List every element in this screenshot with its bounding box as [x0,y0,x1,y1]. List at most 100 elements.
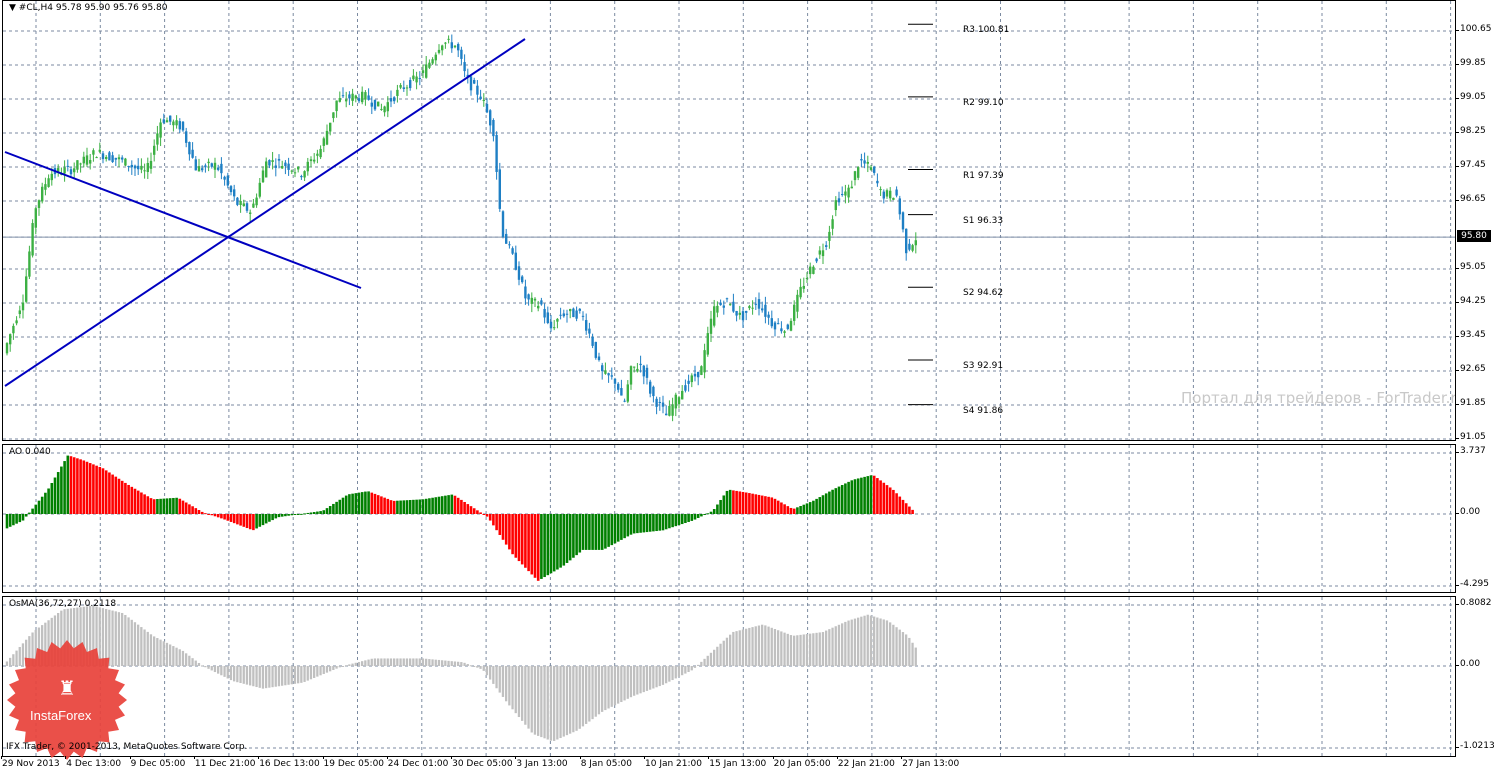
ao-bar [399,500,402,514]
ao-bar [661,514,665,531]
candle-bull [729,304,732,306]
symbol-menu-caret[interactable]: ▼ [9,3,16,13]
osma-indicator-pane[interactable]: OsMA(36,72,27) 0.2118 [2,596,1456,757]
osma-bar [361,661,364,666]
ao-bar [296,514,300,515]
ao-indicator-pane[interactable]: AO 0.040 [2,444,1456,593]
time-tick: 3 Jan 13:00 [515,756,568,769]
osma-bar [578,666,581,729]
osma-bar [738,630,741,666]
osma-bar [258,666,261,688]
candle-bull [434,54,437,61]
ao-bar [328,506,332,514]
candle-bear [575,310,578,319]
ao-bar [645,514,649,533]
ao-bar [684,514,687,524]
ao-bar [652,514,655,532]
ao-bar [677,514,681,526]
candle-bear [463,62,466,72]
candle-bull [293,172,297,174]
price-axis[interactable]: 100.65 99.85 99.05 98.25 97.45 96.65 95.05 94.2… [1455,0,1495,442]
osma-bar [629,666,633,698]
osma-bar [223,666,226,677]
candle-bull [5,343,9,354]
price-chart-pane[interactable]: ▼ #CL,H4 95.78 95.90 95.76 95.80 R3 100.… [2,0,1456,441]
ao-bar [376,495,380,514]
ao-bar [901,499,905,514]
osma-bar [786,633,789,666]
ao-bar [584,514,588,550]
candle-bull [716,305,719,313]
osma-bar [21,643,25,666]
candle-bear [597,356,601,361]
candle-bull [149,160,153,169]
ao-bar [396,500,399,514]
osma-bar [245,666,249,685]
osma-bar [165,642,169,666]
ao-bar [280,514,284,517]
candle-bear [876,180,879,184]
candle-bear [178,121,181,130]
ao-bar [412,499,415,514]
ao-bar [642,514,646,533]
ao-bar [460,499,463,514]
osma-bar [783,632,786,666]
ao-bar [767,496,770,514]
ao-bar [568,514,572,561]
osma-bar [684,666,687,674]
osma-bar [485,666,489,676]
ao-tick: 3.737 [1455,446,1486,456]
ao-bar [853,479,857,514]
ao-bar [632,514,636,534]
ao-bar [536,514,540,581]
time-axis: 29 Nov 2013 4 Dec 13:00 9 Dec 05:00 11 Dec … [0,756,1456,773]
ao-bar [12,514,15,526]
candle-bear [687,380,690,384]
osma-bar [591,666,594,720]
osma-bar [869,615,873,666]
candle-bull [405,87,409,89]
osma-bar [604,666,607,711]
candle-bull [751,307,754,309]
ao-bar [284,514,287,517]
ao-bar [405,500,409,514]
candle-bull [709,318,713,334]
osma-bar [12,654,15,666]
candle-bear [540,300,543,305]
ao-bar [732,490,735,514]
osma-bar [514,666,517,714]
candle-bull [207,161,210,164]
osma-bar [725,637,729,666]
candle-bear [210,163,213,167]
time-tick: 22 Jan 21:00 [836,756,895,769]
ao-bar [120,480,124,514]
candle-bear [754,303,757,305]
osma-bar [866,614,869,666]
osma-bar [543,666,546,739]
osma-bar [873,616,876,666]
ao-bar [380,496,383,514]
candle-bear [409,80,412,89]
osma-bar [281,666,284,686]
ao-bar [696,514,700,518]
osma-bar [553,666,556,741]
candle-bull [255,197,258,206]
ao-bar [229,514,233,522]
ao-bar [488,514,492,521]
candle-bear [697,371,700,378]
ao-bar [828,491,831,514]
pivot-label: R3 100.81 [963,25,1010,36]
ao-bar [668,514,671,529]
osma-bar [425,658,428,666]
candle-bull [89,160,92,164]
osma-bar [719,643,722,666]
osma-bar [415,658,418,666]
osma-bar [882,619,885,666]
osma-bar [812,633,815,666]
candle-bull [748,306,751,309]
candle-bear [578,308,581,311]
ao-bar [658,514,662,531]
candle-bull [412,75,415,80]
osma-bar [495,666,498,689]
candle-bear [508,244,511,246]
